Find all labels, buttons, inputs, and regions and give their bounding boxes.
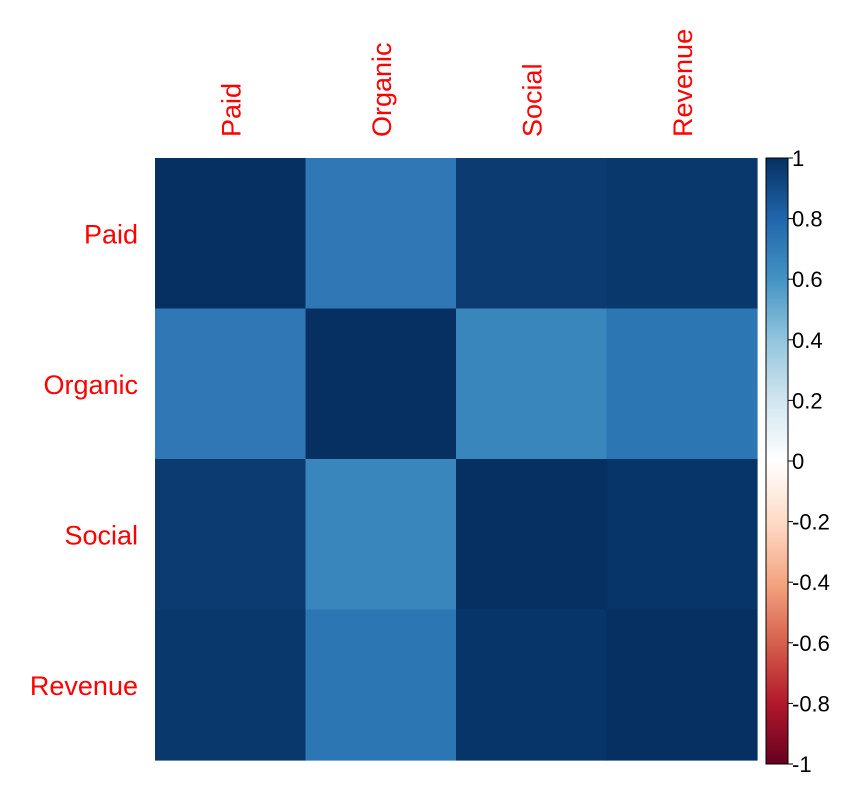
heatmap-cell-organic-paid <box>155 308 307 460</box>
column-labels: Paid Organic Social Revenue <box>216 29 698 137</box>
colorbar-tick-label: -0.8 <box>792 691 830 716</box>
color-legend: 1 0.8 0.6 0.4 0.2 0 -0.2 -0.4 -0.6 -0.8 -1 <box>765 146 830 777</box>
colorbar-tick-label: -0.2 <box>792 510 830 535</box>
heatmap-cell-paid-social <box>456 158 608 310</box>
heatmap-cell-social-revenue <box>606 459 758 611</box>
heatmap-cell-revenue-organic <box>305 609 457 761</box>
colorbar-tick-label: 0.8 <box>792 207 823 232</box>
heatmap-cell-social-social <box>456 459 608 611</box>
colorbar-tick-label: 0.4 <box>792 328 823 353</box>
row-label-paid: Paid <box>84 219 138 249</box>
heatmap-cell-revenue-paid <box>155 609 307 761</box>
colorbar-tick-label: 0 <box>792 449 804 474</box>
column-label-paid: Paid <box>216 83 246 137</box>
heatmap-cell-paid-paid <box>155 158 307 310</box>
column-label-organic: Organic <box>367 42 397 137</box>
heatmap-cell-organic-social <box>456 308 608 460</box>
colorbar-tick-label: 1 <box>792 146 804 171</box>
colorbar-tick-label: 0.2 <box>792 388 823 413</box>
column-label-revenue: Revenue <box>668 29 698 137</box>
heatmap-cell-revenue-social <box>456 609 608 761</box>
row-label-organic: Organic <box>43 370 138 400</box>
row-label-social: Social <box>64 520 138 550</box>
heatmap-cell-organic-revenue <box>606 308 758 460</box>
heatmap-cell-paid-revenue <box>606 158 758 310</box>
colorbar-tick-label: -0.4 <box>792 570 830 595</box>
colorbar-tick-label: -1 <box>792 752 812 777</box>
heatmap-cell-revenue-revenue <box>606 609 758 761</box>
row-labels: Paid Organic Social Revenue <box>30 219 138 701</box>
heatmap-cell-social-organic <box>305 459 457 611</box>
heatmap-cell-paid-organic <box>305 158 457 310</box>
colorbar-tick-label: -0.6 <box>792 631 830 656</box>
column-label-social: Social <box>517 63 547 137</box>
heatmap-cell-social-paid <box>155 459 307 611</box>
colorbar-gradient <box>765 157 789 765</box>
heatmap-cell-organic-organic <box>305 308 457 460</box>
heatmap-cells <box>155 158 758 761</box>
colorbar-tick-label: 0.6 <box>792 267 823 292</box>
row-label-revenue: Revenue <box>30 671 138 701</box>
